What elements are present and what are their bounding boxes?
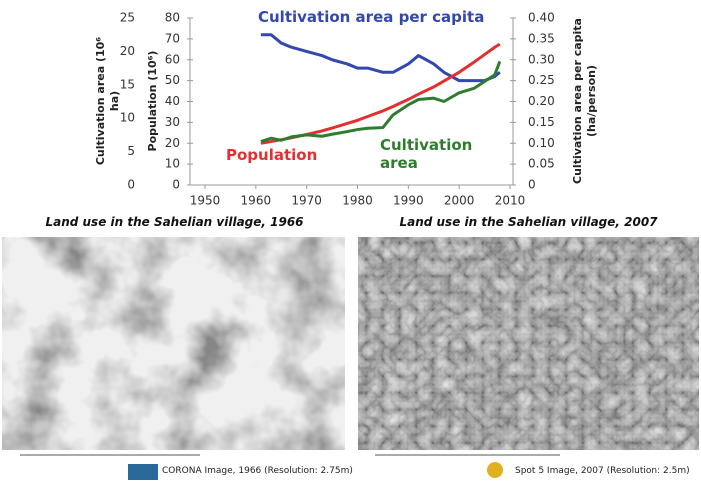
y2-tick-label: 0.30 [528, 52, 555, 66]
series-label: Cultivation area [380, 136, 475, 172]
y3-tick-label: 15 [120, 77, 135, 91]
y2-tick-label: 0.20 [528, 94, 555, 108]
y2-tick-label: 0.35 [528, 31, 555, 45]
image-panels [0, 210, 701, 483]
y3-tick-label: 0 [127, 178, 135, 192]
y-tick-label: 20 [165, 136, 180, 150]
y-tick-label: 0 [172, 178, 180, 192]
y-tick-label: 60 [165, 52, 180, 66]
page: 1950196019701980199020002010010203040506… [0, 0, 701, 483]
series-line [261, 61, 500, 141]
y2-tick-label: 0.10 [528, 136, 555, 150]
x-tick-label: 1970 [291, 194, 322, 208]
y-tick-label: 80 [165, 11, 180, 25]
series-line [261, 35, 500, 81]
y-tick-label: 40 [165, 94, 180, 108]
y-axis-title: Population (10⁶) [146, 21, 160, 181]
y-tick-label: 50 [165, 73, 180, 87]
y3-tick-label: 25 [120, 11, 135, 25]
y2-tick-label: 0.15 [528, 115, 555, 129]
x-tick-label: 1960 [241, 194, 272, 208]
y3-tick-label: 5 [127, 144, 135, 158]
y-tick-label: 30 [165, 115, 180, 129]
y-tick-label: 70 [165, 31, 180, 45]
y3-axis-title: Cultivation area (10⁶ ha) [94, 36, 122, 166]
x-tick-label: 1990 [393, 194, 424, 208]
y3-tick-label: 10 [120, 111, 135, 125]
series-label: Cultivation area per capita [258, 8, 498, 26]
x-tick-label: 1980 [342, 194, 373, 208]
y-tick-label: 10 [165, 157, 180, 171]
x-tick-label: 2000 [444, 194, 475, 208]
image-texture [2, 237, 345, 450]
y2-tick-label: 0.05 [528, 157, 555, 171]
y2-tick-label: 0.25 [528, 73, 555, 87]
y2-tick-label: 0.40 [528, 11, 555, 25]
x-tick-label: 1950 [190, 194, 221, 208]
y2-axis-title: Cultivation area per capita (ha/person) [571, 9, 599, 194]
series-label: Population [226, 146, 346, 164]
y2-tick-label: 0 [528, 178, 536, 192]
x-tick-label: 2010 [495, 194, 526, 208]
satellite-icon [487, 462, 503, 478]
image-texture [358, 237, 699, 450]
satellite-icon [128, 464, 158, 480]
y3-tick-label: 20 [120, 44, 135, 58]
